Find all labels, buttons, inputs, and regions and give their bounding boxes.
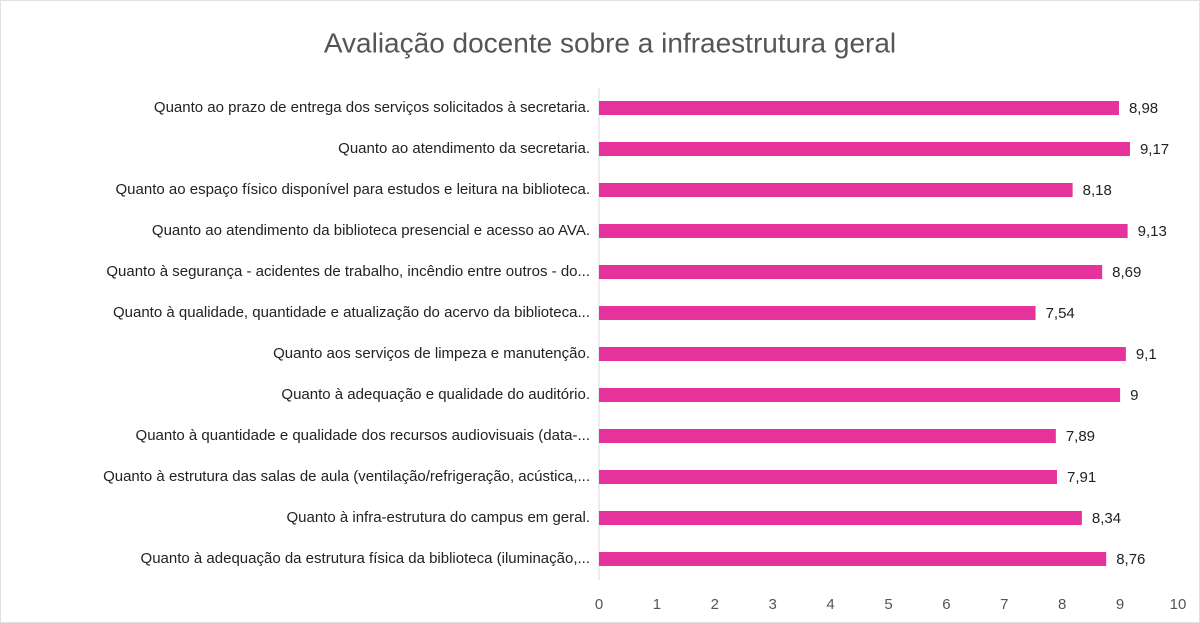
x-tick-label: 0: [595, 596, 603, 613]
bar: [599, 470, 1057, 484]
x-tick-label: 8: [1058, 596, 1066, 613]
data-label: 8,76: [1116, 551, 1145, 568]
bar: [599, 552, 1107, 566]
data-label: 8,98: [1129, 100, 1158, 117]
y-tick-label: Quanto aos serviços de limpeza e manuten…: [273, 345, 590, 362]
bar: [599, 306, 1036, 320]
x-tick-label: 1: [653, 596, 661, 613]
data-label: 8,69: [1112, 264, 1141, 281]
y-tick-label: Quanto à adequação da estrutura física d…: [141, 550, 590, 567]
y-tick-label: Quanto ao atendimento da biblioteca pres…: [152, 222, 590, 239]
data-label: 9: [1130, 387, 1138, 404]
x-tick-label: 4: [826, 596, 834, 613]
data-label: 9,13: [1138, 223, 1167, 240]
bar: [599, 388, 1121, 402]
x-tick-label: 10: [1170, 596, 1187, 613]
x-tick-label: 9: [1116, 596, 1124, 613]
chart-title: Avaliação docente sobre a infraestrutura…: [324, 27, 896, 58]
y-tick-label: Quanto ao atendimento da secretaria.: [338, 140, 590, 157]
y-tick-label: Quanto ao prazo de entrega dos serviços …: [154, 99, 590, 116]
y-tick-label: Quanto à segurança - acidentes de trabal…: [106, 263, 590, 280]
x-tick-label: 7: [1000, 596, 1008, 613]
bar: [599, 142, 1130, 156]
y-tick-label: Quanto à qualidade, quantidade e atualiz…: [113, 304, 590, 321]
bar: [599, 183, 1073, 197]
x-tick-label: 3: [769, 596, 777, 613]
y-tick-label: Quanto à adequação e qualidade do auditó…: [281, 386, 590, 403]
bar: [599, 347, 1126, 361]
data-label: 9,1: [1136, 346, 1157, 363]
bar: [599, 101, 1119, 115]
bar: [599, 429, 1056, 443]
x-tick-label: 2: [711, 596, 719, 613]
y-tick-label: Quanto à estrutura das salas de aula (ve…: [103, 468, 590, 485]
data-label: 8,34: [1092, 510, 1121, 527]
bar: [599, 265, 1103, 279]
y-tick-label: Quanto à quantidade e qualidade dos recu…: [136, 427, 590, 444]
bar: [599, 511, 1082, 525]
bar: [599, 224, 1128, 238]
y-tick-label: Quanto à infra-estrutura do campus em ge…: [287, 509, 591, 526]
data-label: 7,54: [1046, 305, 1075, 322]
data-label: 9,17: [1140, 141, 1169, 158]
y-tick-label: Quanto ao espaço físico disponível para …: [116, 181, 590, 198]
data-label: 7,91: [1067, 469, 1096, 486]
x-tick-label: 6: [942, 596, 950, 613]
data-label: 8,18: [1083, 182, 1112, 199]
data-label: 7,89: [1066, 428, 1095, 445]
x-tick-label: 5: [884, 596, 892, 613]
